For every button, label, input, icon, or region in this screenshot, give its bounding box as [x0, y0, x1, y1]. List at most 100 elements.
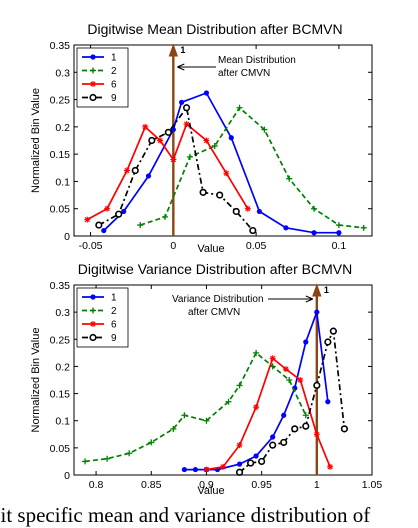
data-point — [246, 459, 255, 467]
y-axis-label: Normalized Bin Value — [30, 328, 42, 433]
reference-line: 1 — [168, 43, 185, 236]
data-point — [137, 222, 144, 229]
data-point — [90, 307, 96, 314]
annotation-arrowhead — [305, 295, 314, 303]
data-point — [281, 412, 287, 418]
y-tick-label: 0.25 — [50, 95, 71, 107]
data-point — [253, 404, 260, 411]
data-point — [253, 453, 259, 459]
data-point — [148, 439, 155, 446]
data-series — [84, 90, 367, 236]
y-tick-label: 0.15 — [50, 149, 71, 161]
data-point — [104, 205, 111, 212]
x-tick-label: 1 — [314, 479, 320, 491]
legend-entry: 9 — [82, 93, 117, 104]
data-point — [162, 213, 169, 220]
mean-distribution-chart: Digitwise Mean Distribution after BCMVN … — [30, 21, 373, 255]
annotation-arrowhead — [177, 63, 185, 71]
legend-label: 1 — [111, 53, 117, 64]
y-tick-label: 0.35 — [50, 280, 71, 292]
y-tick-label: 0 — [64, 470, 70, 482]
data-point — [297, 377, 304, 383]
data-point — [121, 208, 127, 215]
series-line — [184, 311, 329, 471]
y-tick-label: 0.3 — [55, 67, 70, 79]
x-axis-label: Value — [197, 243, 224, 255]
series-1 — [181, 309, 331, 473]
data-point — [203, 90, 210, 96]
x-axis-label: Value — [197, 485, 224, 497]
y-tick-label: 0.1 — [55, 416, 70, 428]
data-point — [291, 425, 299, 433]
legend-entry: 6 — [82, 80, 117, 91]
data-point — [282, 366, 289, 373]
data-point — [286, 377, 293, 383]
caption-text: git specific mean and variance distribut… — [0, 505, 371, 527]
data-point — [148, 136, 156, 145]
data-point — [228, 135, 234, 141]
data-point — [89, 333, 97, 342]
data-point — [302, 422, 310, 430]
legend-label: 6 — [111, 320, 117, 331]
reference-line-label: 1 — [324, 285, 329, 295]
data-point — [199, 188, 207, 196]
data-point — [203, 417, 210, 424]
data-point — [170, 425, 177, 432]
annotation-text: Variance Distribution — [172, 294, 264, 305]
data-series — [82, 309, 349, 476]
data-point — [311, 205, 318, 212]
data-point — [186, 153, 193, 160]
y-tick-label: 0.3 — [55, 307, 70, 319]
legend-entry: 2 — [82, 306, 117, 317]
data-point — [360, 224, 367, 231]
data-point — [89, 93, 97, 102]
data-point — [302, 412, 309, 419]
data-point — [325, 399, 331, 405]
legend-entry: 9 — [82, 333, 117, 344]
data-point — [249, 226, 257, 235]
legend: 1 2 6 9 — [76, 287, 129, 348]
y-tick-label: 0.05 — [50, 204, 71, 216]
data-point — [90, 81, 96, 87]
chart-title: Digitwise Variance Distribution after BC… — [78, 261, 352, 277]
data-point — [126, 450, 133, 457]
annotation-text: after CMVN — [218, 68, 270, 79]
legend-entry: 2 — [82, 66, 117, 77]
data-point — [164, 128, 172, 136]
data-point — [311, 230, 317, 236]
data-point — [145, 173, 152, 179]
data-point — [182, 104, 191, 112]
annotation: Mean Distribution after CMVN — [177, 55, 296, 79]
series-line — [206, 356, 331, 471]
y-tick-label: 0.05 — [50, 443, 71, 455]
series-6 — [84, 121, 251, 223]
data-point — [286, 175, 293, 182]
data-point — [327, 463, 334, 470]
data-point — [313, 381, 321, 390]
data-point — [244, 205, 251, 212]
data-point — [84, 216, 91, 223]
x-tick-label: 0.8 — [89, 479, 104, 491]
data-point — [336, 230, 342, 236]
data-point — [223, 170, 230, 177]
data-point — [258, 457, 266, 466]
legend-label: 1 — [111, 293, 117, 304]
data-point — [235, 468, 244, 476]
y-tick-label: 0.15 — [50, 389, 71, 401]
legend: 1 2 6 9 — [76, 47, 129, 108]
legend-entry: 6 — [82, 320, 117, 331]
data-point — [324, 338, 332, 346]
data-point — [256, 208, 263, 215]
annotation-text: after CMVN — [188, 307, 240, 318]
reference-line-label: 1 — [180, 45, 185, 55]
legend-label: 2 — [111, 306, 117, 317]
data-point — [261, 126, 268, 133]
series-2 — [82, 349, 309, 465]
annotation-text: Mean Distribution — [218, 55, 296, 66]
series-6 — [203, 355, 334, 473]
data-point — [253, 349, 260, 356]
data-point — [269, 355, 276, 362]
series-1 — [101, 90, 342, 236]
data-point — [211, 142, 218, 149]
